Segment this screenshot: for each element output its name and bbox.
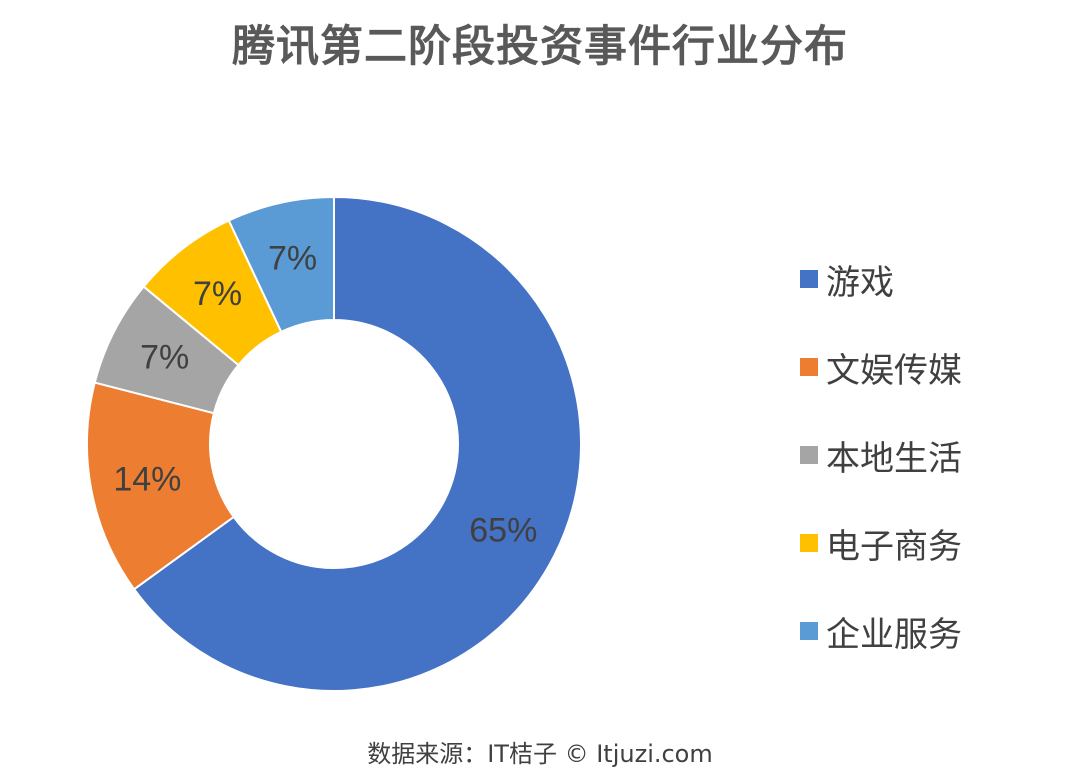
legend-item: 游戏 (800, 235, 962, 323)
legend-item: 本地生活 (800, 411, 962, 499)
legend-item: 文娱传媒 (800, 323, 962, 411)
legend-swatch (800, 534, 818, 552)
legend-swatch (800, 622, 818, 640)
legend-label: 游戏 (826, 262, 894, 303)
data-label-1: 65% (469, 511, 537, 549)
chart-legend: 游戏文娱传媒本地生活电子商务企业服务 (800, 235, 962, 675)
legend-label: 本地生活 (826, 438, 962, 479)
chart-title: 腾讯第二阶段投资事件行业分布 (232, 22, 848, 72)
donut-slice-5 (227, 195, 335, 334)
donut-slices (86, 195, 582, 692)
legend-label: 企业服务 (826, 614, 962, 655)
donut-slice-2 (86, 381, 236, 591)
donut-slice-1 (132, 195, 582, 692)
legend-swatch (800, 270, 818, 288)
legend-swatch (800, 358, 818, 376)
data-label-2: 14% (113, 461, 181, 499)
legend-label: 文娱传媒 (826, 350, 962, 391)
legend-label: 电子商务 (826, 526, 962, 567)
legend-swatch (800, 446, 818, 464)
data-label-5: 7% (268, 240, 317, 278)
data-label-3: 7% (140, 339, 189, 377)
legend-item: 电子商务 (800, 499, 962, 587)
data-labels: 65%14%7%7%7% (113, 240, 537, 550)
legend-item: 企业服务 (800, 587, 962, 675)
source-note: 数据来源：IT桔子 © Itjuzi.com (367, 740, 713, 768)
data-label-4: 7% (193, 275, 242, 313)
